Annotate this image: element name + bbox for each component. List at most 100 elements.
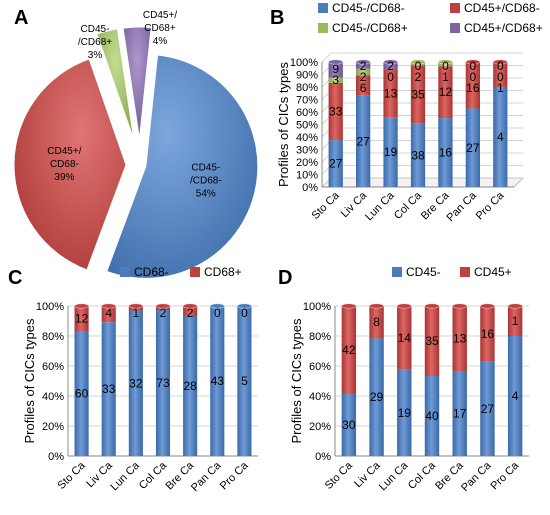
legend-label-cd45-cd68: CD45-/CD68-	[332, 1, 405, 15]
data-label-pro-ca-cd68: 0	[241, 306, 248, 320]
x-tick-label-pro-ca: Pro Ca	[489, 459, 522, 492]
x-tick-label-pro-ca: Pro Ca	[474, 189, 507, 222]
bar-segment-bre-ca-cd68	[183, 306, 198, 316]
bar-segment-sto-ca-cd68	[74, 331, 89, 456]
data-label-col-ca-cd68: 73	[156, 376, 170, 390]
bar-segment-liv-ca-cd68	[101, 322, 116, 456]
y-tick-label: 90%	[296, 70, 318, 82]
data-label-col-ca-cd45-cd68: 38	[411, 148, 425, 162]
data-label-lun-ca-cd45-cd68: 2	[387, 59, 394, 73]
data-label-bre-ca-cd45-cd68: 16	[439, 146, 453, 160]
data-label-bre-ca-cd68: 2	[187, 306, 194, 320]
data-label-bre-ca-cd45: 17	[453, 407, 467, 421]
data-label-sto-ca-cd68: 12	[75, 312, 89, 326]
x-tick-label-col-ca: Col Ca	[137, 459, 170, 492]
bar-segment-sto-ca-cd45-cd68	[328, 62, 343, 78]
bar-cap-sto-ca	[341, 303, 357, 309]
data-label-col-ca-cd45-cd68: 35	[411, 88, 425, 102]
y-tick-label: 100%	[36, 301, 64, 313]
y-tick-label: 40%	[42, 391, 64, 403]
data-label-bre-ca-cd45-cd68: 0	[442, 59, 449, 73]
x-tick-label-lun-ca: Lun Ca	[363, 189, 397, 223]
x-tick-label-lun-ca: Lun Ca	[377, 459, 411, 493]
x-tick-label-col-ca: Col Ca	[406, 459, 439, 492]
y-tick-label: 30%	[296, 145, 318, 157]
data-label-col-ca-cd45-cd68: 0	[415, 59, 422, 73]
data-label-pro-ca-cd45-cd68: 1	[497, 81, 504, 95]
legend-label-cd45-cd68: CD45+/CD68+	[464, 21, 543, 35]
data-label-pan-ca-cd45: 16	[481, 327, 495, 341]
data-label-col-ca-cd45-cd68: 2	[415, 70, 422, 84]
data-label-lun-ca-cd45-cd68: 19	[384, 145, 398, 159]
bar-segment-pro-ca-cd45-cd68	[493, 87, 508, 187]
data-label-lun-ca-cd45: 19	[398, 406, 412, 420]
y-axis-title: Profiles of CICs types	[276, 62, 291, 187]
legend-label-cd45: CD45+	[474, 265, 512, 279]
gridline	[321, 52, 523, 63]
bar-segment-liv-ca-cd45	[369, 338, 384, 456]
data-label-pro-ca-cd68: 5	[241, 374, 248, 388]
pie-label-cd45-cd68-percent: 4%	[153, 36, 168, 47]
bar-segment-bre-ca-cd45-cd68	[438, 118, 453, 187]
data-label-bre-ca-cd45: 13	[453, 332, 467, 346]
y-tick-label: 0%	[48, 451, 64, 463]
pie-label-cd45-cd68-line-1: CD45-	[191, 162, 220, 173]
bar-segment-liv-ca-cd68	[101, 306, 116, 323]
bar-segment-col-ca-cd45-cd68	[410, 65, 426, 124]
bar-segment-pro-ca-cd45	[507, 336, 523, 456]
bar-segment-lun-ca-cd45	[397, 369, 412, 456]
bar-segment-col-ca-cd45	[424, 376, 440, 456]
pie-label-cd45-cd68-percent: 3%	[88, 50, 103, 61]
bar-segment-pan-ca-cd45-cd68	[465, 62, 480, 109]
data-label-sto-ca-cd45-cd68: 9	[332, 62, 339, 76]
data-label-pro-ca-cd45-cd68: 0	[497, 59, 504, 73]
bar-segment-col-ca-cd45-cd68	[410, 123, 426, 187]
data-label-bre-ca-cd68: 28	[183, 379, 197, 393]
bar-cap-liv-ca	[355, 59, 371, 65]
bar-cap-col-ca	[155, 303, 171, 309]
y-tick-label: 80%	[309, 331, 331, 343]
y-axis-title: Profiles of CICs types	[289, 318, 304, 443]
bar-segment-col-ca-cd68	[155, 310, 171, 456]
y-tick-label: 100%	[303, 301, 331, 313]
bar-cap-pan-ca	[210, 303, 225, 309]
bar-segment-liv-ca-cd45	[369, 306, 384, 339]
data-label-liv-ca-cd45-cd68: 2	[360, 59, 367, 73]
bar-cap-pro-ca	[237, 303, 252, 309]
data-label-lun-ca-cd68: 1	[133, 306, 140, 320]
y-tick-label: 50%	[296, 120, 318, 132]
bar-segment-liv-ca-cd45-cd68	[356, 95, 371, 187]
data-label-col-ca-cd45: 40	[425, 409, 439, 423]
data-label-pan-ca-cd45-cd68: 16	[466, 81, 480, 95]
bar-segment-liv-ca-cd45-cd68	[356, 75, 371, 96]
data-label-pro-ca-cd45: 4	[512, 389, 519, 403]
bar-segment-pro-ca-cd45-cd68	[493, 62, 508, 87]
y-tick-label: 20%	[296, 157, 318, 169]
bar-segment-pan-ca-cd45	[480, 306, 495, 362]
data-label-liv-ca-cd68: 33	[102, 382, 116, 396]
data-label-sto-ca-cd45-cd68: 3	[332, 73, 339, 87]
x-tick-label-sto-ca: Sto Ca	[55, 459, 88, 492]
data-label-liv-ca-cd45-cd68: 27	[356, 134, 370, 148]
data-label-pro-ca-cd45-cd68: 0	[497, 70, 504, 84]
bar-segment-sto-ca-cd45	[341, 306, 357, 394]
bar-segment-bre-ca-cd45	[452, 371, 467, 456]
legend-swatch-cd45	[460, 267, 470, 277]
legend-swatch-cd45-cd68	[450, 23, 460, 33]
bar-cap-bre-ca	[438, 59, 453, 65]
legend-label-cd45-cd68: CD45-/CD68+	[332, 21, 408, 35]
y-tick-label: 0%	[302, 182, 318, 194]
pie-slice-cd45-cd68	[106, 54, 259, 279]
bar-segment-liv-ca-cd45-cd68	[356, 62, 371, 69]
x-tick-label-pan-ca: Pan Ca	[459, 459, 494, 494]
legend-label-cd45-cd68: CD45+/CD68-	[464, 1, 540, 15]
data-label-pan-ca-cd45-cd68: 27	[466, 141, 480, 155]
y-tick-label: 60%	[309, 361, 331, 373]
y-tick-label: 60%	[296, 107, 318, 119]
data-label-lun-ca-cd45-cd68: 13	[384, 86, 398, 100]
bar-segment-sto-ca-cd45-cd68	[328, 140, 343, 187]
panel-c-stacked-bar-chart: C CD68- CD68+Profiles of CICs types0%20%40…	[8, 265, 258, 494]
pie-label-cd45-cd68-line-1: CD45+/	[143, 10, 177, 21]
bar-segment-pan-ca-cd45	[480, 361, 495, 456]
